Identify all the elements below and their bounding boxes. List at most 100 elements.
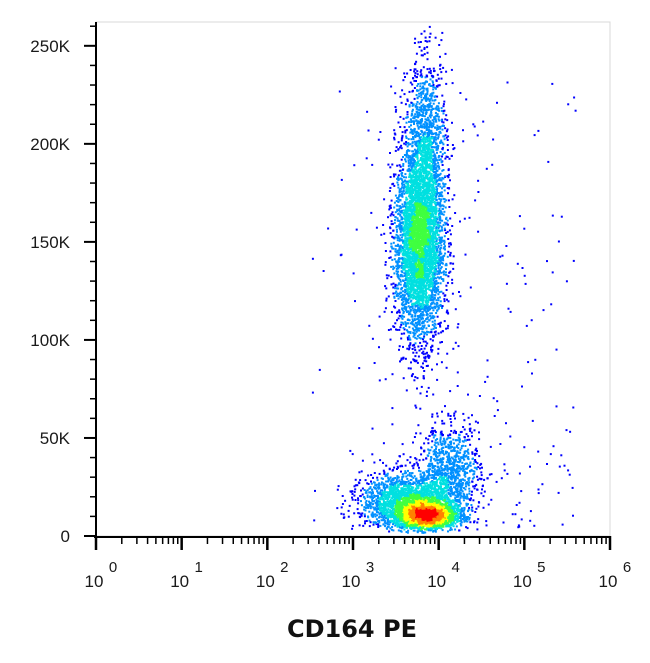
event-point [435,472,438,475]
event-point [408,502,411,505]
event-point [409,494,412,497]
event-point [354,484,357,487]
event-point [392,503,395,506]
event-point [417,511,420,514]
event-point [413,501,416,504]
event-point [374,501,377,504]
event-point [415,480,418,483]
event-point [437,526,440,529]
event-point [409,461,412,464]
event-point [432,500,434,502]
event-point [431,480,434,483]
event-point [441,478,444,481]
event-point [419,473,422,476]
event-point [453,492,456,495]
event-point [372,481,375,484]
event-point [433,477,435,480]
event-point [374,515,377,518]
event-point [397,529,400,532]
event-point [402,499,405,502]
event-point [479,463,482,466]
event-point [377,523,380,526]
event-point [412,515,415,518]
event-point [405,492,408,495]
event-point [392,499,395,501]
event-point [416,496,419,499]
event-point [376,494,379,497]
event-point [435,522,438,525]
event-point [376,514,379,517]
event-point [430,521,433,524]
event-point [448,519,451,522]
event-point [405,475,408,478]
event-point [405,504,408,507]
event-point [430,431,432,434]
event-point [405,511,408,514]
event-point [347,515,350,518]
event-point [421,494,424,496]
event-point [464,439,466,442]
event-point [396,501,399,503]
event-point [409,503,412,506]
event-point [406,516,408,518]
event-point [432,515,435,518]
event-point [399,483,402,486]
event-point [454,528,457,531]
event-point [434,514,437,517]
event-point [426,509,429,512]
event-point [449,527,452,529]
event-point [399,465,402,468]
event-point [369,503,372,506]
event-point [416,490,419,493]
event-point [387,491,390,494]
event-point [406,493,409,496]
event-point [420,528,423,530]
event-point [444,405,446,408]
event-point [437,501,440,504]
event-point [395,518,398,520]
event-point [443,422,446,425]
event-point [437,512,440,515]
event-point [383,514,386,517]
event-point [421,477,424,479]
event-point [443,475,446,478]
event-point [442,523,445,526]
event-point [359,479,362,482]
event-point [398,502,401,505]
event-point [362,524,365,527]
event-point [466,520,469,523]
event-point [408,522,411,525]
event-point [385,480,388,483]
event-point [376,479,379,482]
event-point [430,509,433,512]
event-point [390,486,393,489]
event-point [427,529,430,532]
event-point [361,487,364,490]
event-point [363,506,366,509]
event-point [383,521,386,524]
event-point [459,460,462,462]
event-point [461,514,464,517]
event-point [427,512,430,515]
event-point [426,510,429,513]
event-point [426,516,429,519]
event-point [391,520,393,523]
event-point [416,531,419,534]
event-point [351,496,353,499]
event-point [441,529,444,532]
event-point [414,502,417,505]
event-point [448,525,451,528]
event-point [418,459,421,462]
event-point [447,530,449,533]
event-point [420,505,423,508]
event-point [408,516,411,519]
event-point [423,493,425,496]
event-point [483,490,486,493]
event-point [448,512,451,514]
event-point [369,486,372,489]
event-point [390,483,393,486]
event-point [411,508,414,511]
event-point [395,519,398,522]
event-point [401,491,404,494]
event-point [428,509,431,512]
